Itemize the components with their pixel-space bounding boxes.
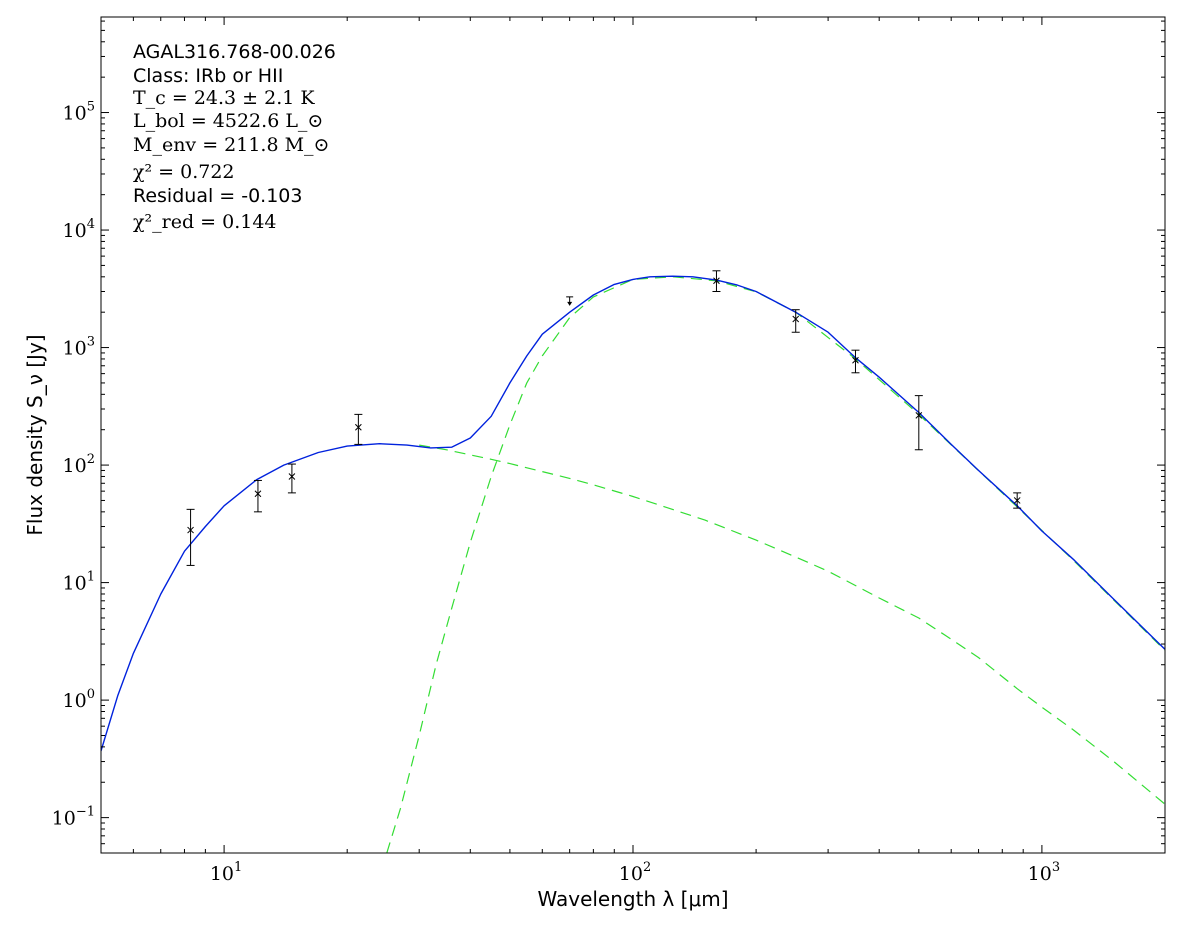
point-marker (915, 411, 923, 419)
tick-base: 10 (63, 220, 87, 242)
info-line: M_env = 211.8 M_⊙ (133, 134, 329, 156)
data-point (354, 413, 363, 445)
tick-base: 10 (1028, 863, 1052, 885)
x-axis-label: Wavelength λ [μm] (537, 887, 728, 911)
tick-base: 10 (63, 103, 87, 125)
info-line: Class: IRb or HII (133, 65, 283, 87)
tick-exponent: 4 (87, 217, 95, 232)
tick-exponent: 0 (87, 687, 95, 702)
point-marker (355, 423, 362, 431)
y-tick-label: 103 (63, 335, 95, 360)
y-tick-label: 101 (63, 570, 95, 595)
data-point (186, 508, 195, 566)
tick-exponent: −1 (76, 805, 95, 820)
measurement-points (186, 270, 1022, 566)
model-curves (101, 275, 1165, 853)
point-marker (187, 526, 194, 534)
point-marker (1013, 497, 1021, 504)
info-line: AGAL316.768-00.026 (133, 41, 336, 63)
y-axis-label: Flux density S_ν [Jy] (23, 334, 47, 535)
upper-limit-arrow (567, 301, 573, 306)
tick-exponent: 1 (234, 860, 242, 875)
upper-limit-point (566, 296, 574, 306)
total-sed-curve (101, 275, 1165, 752)
tick-base: 10 (52, 808, 76, 830)
component-curve-2 (386, 276, 1165, 853)
y-tick-label: 100 (63, 687, 95, 712)
tick-base: 10 (63, 338, 87, 360)
x-tick-label: 101 (210, 860, 242, 885)
point-marker (254, 490, 262, 498)
tick-base: 10 (619, 863, 643, 885)
tick-base: 10 (63, 690, 87, 712)
info-line: L_bol = 4522.6 L_⊙ (133, 110, 323, 132)
tick-base: 10 (210, 863, 234, 885)
x-tick-label: 102 (619, 860, 651, 885)
point-marker (288, 473, 296, 480)
axis-ticks (100, 17, 1166, 854)
data-point (851, 349, 860, 374)
point-marker (792, 315, 800, 323)
data-point (791, 309, 800, 333)
data-point (253, 479, 262, 513)
y-tick-label: 105 (63, 100, 95, 125)
tick-exponent: 5 (87, 100, 95, 115)
data-point (712, 270, 721, 292)
point-marker (852, 356, 859, 364)
tick-base: 10 (63, 573, 87, 595)
y-tick-label: 102 (63, 452, 95, 477)
data-point (914, 395, 923, 451)
component-curve-1 (419, 444, 1165, 805)
y-tick-label: 10−1 (52, 805, 95, 830)
info-line: Residual = -0.103 (133, 185, 303, 207)
info-line: χ²_red = 0.144 (133, 211, 277, 233)
data-point (1013, 492, 1022, 509)
tick-exponent: 1 (87, 570, 95, 585)
tick-exponent: 3 (87, 335, 95, 350)
tick-exponent: 2 (643, 860, 651, 875)
info-line: χ² = 0.722 (133, 161, 235, 183)
tick-exponent: 2 (87, 452, 95, 467)
tick-base: 10 (63, 455, 87, 477)
data-point (287, 463, 296, 494)
y-tick-label: 104 (63, 217, 95, 242)
x-tick-label: 103 (1028, 860, 1060, 885)
info-line: T_c = 24.3 ± 2.1 K (133, 87, 315, 109)
point-marker (713, 277, 720, 285)
tick-exponent: 3 (1052, 860, 1060, 875)
